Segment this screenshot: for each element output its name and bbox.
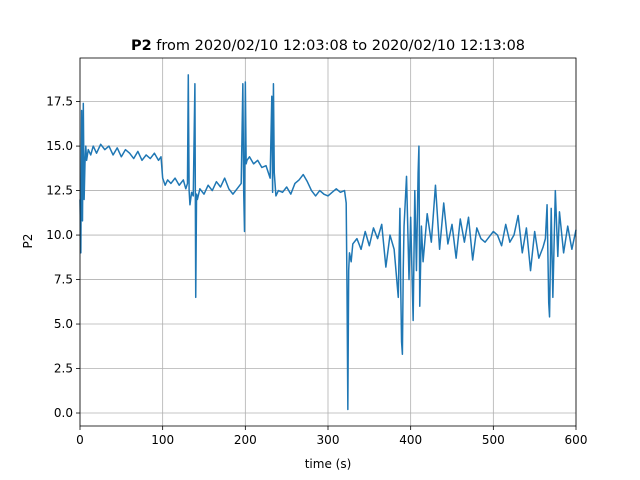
- y-tick-label: 0.0: [54, 406, 73, 420]
- x-tick-label: 0: [76, 433, 84, 447]
- y-tick-label: 5.0: [54, 317, 73, 331]
- y-tick-label: 2.5: [54, 362, 73, 376]
- y-axis-label: P2: [21, 234, 35, 249]
- title-text: from 2020/02/10 12:03:08 to 2020/02/10 1…: [156, 38, 525, 54]
- y-tick-label: 17.5: [46, 95, 73, 109]
- y-tick-label: 12.5: [46, 184, 73, 198]
- x-tick-label: 600: [565, 433, 588, 447]
- plot-frame: [79, 57, 577, 427]
- y-tick-label: 10.0: [46, 228, 73, 242]
- x-axis-label: time (s): [305, 457, 352, 471]
- x-tick-label: 400: [399, 433, 422, 447]
- chart-title: P2 from 2020/02/10 12:03:08 to 2020/02/1…: [131, 38, 525, 54]
- y-tick-label: 15.0: [46, 139, 73, 153]
- y-tick-label: 7.5: [54, 273, 73, 287]
- x-tick-label: 300: [317, 433, 340, 447]
- x-tick-label: 200: [234, 433, 257, 447]
- title-label: P2: [131, 38, 152, 54]
- x-tick-label: 100: [151, 433, 174, 447]
- x-tick-label: 500: [482, 433, 505, 447]
- data-line: [79, 74, 577, 411]
